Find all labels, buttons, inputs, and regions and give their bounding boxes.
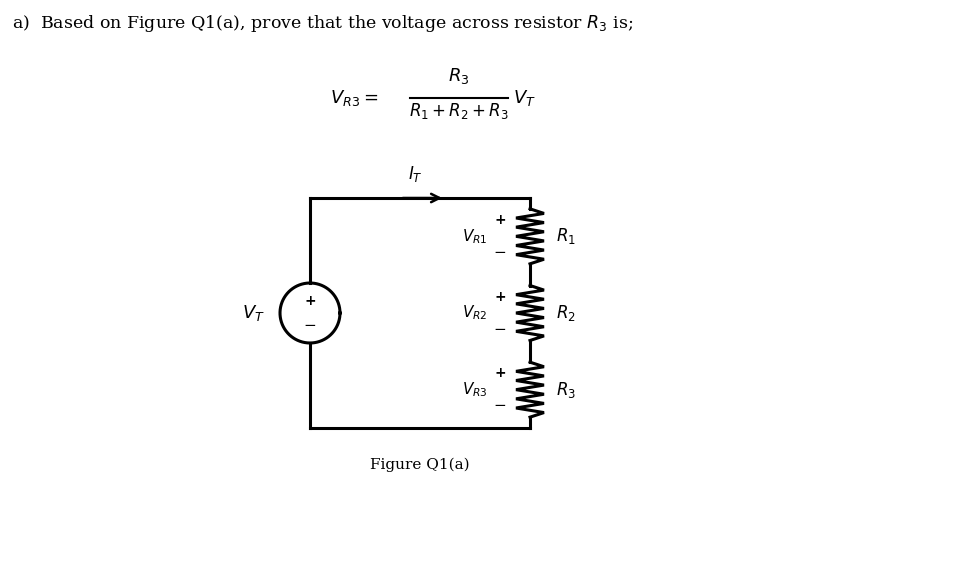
Text: Figure Q1(a): Figure Q1(a) bbox=[370, 458, 470, 472]
Text: $V_{R3} =$: $V_{R3} =$ bbox=[330, 88, 379, 108]
Text: $R_3$: $R_3$ bbox=[448, 66, 470, 86]
Text: −: − bbox=[304, 318, 316, 332]
Text: $R_3$: $R_3$ bbox=[556, 380, 576, 400]
Text: +: + bbox=[494, 366, 505, 380]
Text: $V_T$: $V_T$ bbox=[513, 88, 536, 108]
Text: −: − bbox=[494, 398, 506, 413]
Text: $I_T$: $I_T$ bbox=[407, 164, 423, 184]
Text: a)  Based on Figure Q1(a), prove that the voltage across resistor $R_3$ is;: a) Based on Figure Q1(a), prove that the… bbox=[12, 13, 633, 34]
Text: $V_T$: $V_T$ bbox=[242, 303, 265, 323]
Text: +: + bbox=[305, 294, 316, 308]
Text: $V_{R1}$: $V_{R1}$ bbox=[462, 227, 488, 246]
Text: +: + bbox=[494, 289, 505, 303]
Text: $R_1$: $R_1$ bbox=[556, 226, 576, 246]
Text: $R_2$: $R_2$ bbox=[556, 303, 576, 323]
Text: $R_1 + R_2 + R_3$: $R_1 + R_2 + R_3$ bbox=[409, 101, 509, 121]
Text: $V_{R2}$: $V_{R2}$ bbox=[462, 303, 488, 322]
Text: −: − bbox=[494, 245, 506, 260]
Text: −: − bbox=[494, 322, 506, 336]
Text: $V_{R3}$: $V_{R3}$ bbox=[462, 380, 488, 399]
Text: +: + bbox=[494, 213, 505, 227]
